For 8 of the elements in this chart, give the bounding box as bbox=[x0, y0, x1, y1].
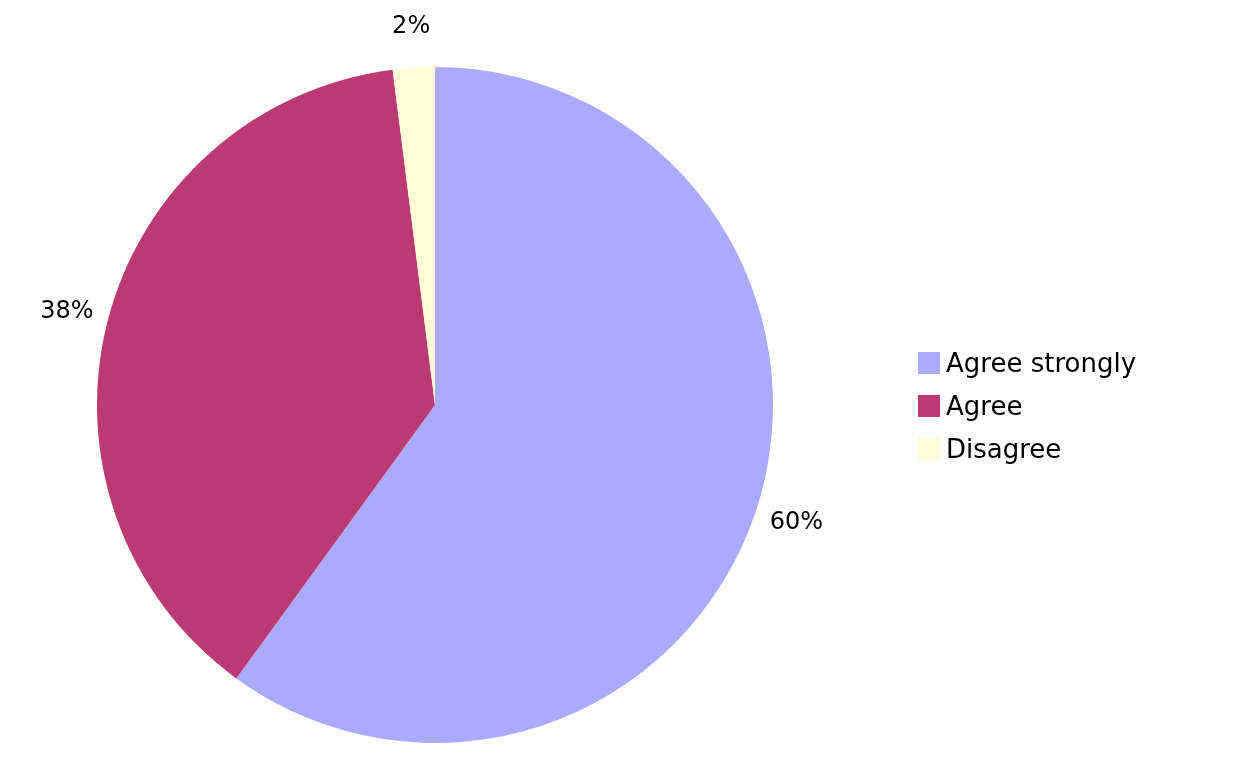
data-label: 60% bbox=[769, 507, 824, 536]
legend-label: Disagree bbox=[946, 433, 1062, 464]
data-label: 38% bbox=[40, 295, 94, 324]
legend-label: Agree bbox=[946, 390, 1023, 421]
pie-slice bbox=[236, 67, 773, 743]
pie-slice bbox=[97, 69, 435, 679]
data-label: 2% bbox=[392, 10, 431, 39]
legend-label: Agree strongly bbox=[946, 347, 1137, 378]
